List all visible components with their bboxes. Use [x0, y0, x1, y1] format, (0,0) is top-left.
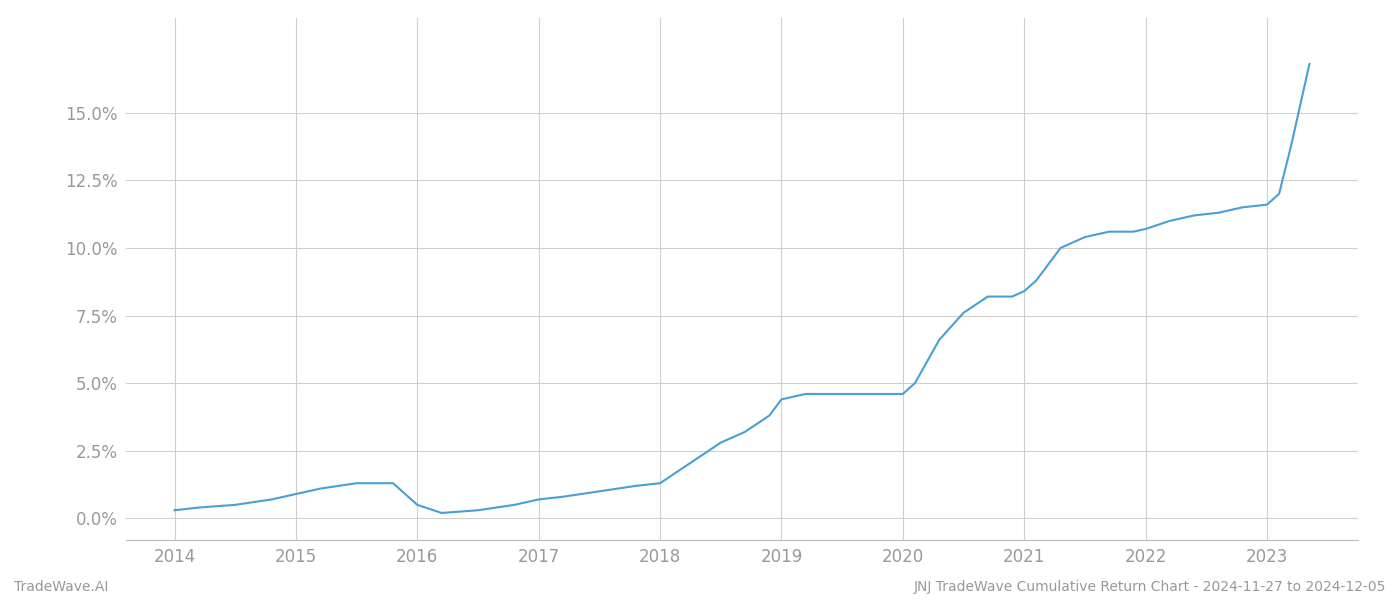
Text: JNJ TradeWave Cumulative Return Chart - 2024-11-27 to 2024-12-05: JNJ TradeWave Cumulative Return Chart - …: [914, 580, 1386, 594]
Text: TradeWave.AI: TradeWave.AI: [14, 580, 108, 594]
